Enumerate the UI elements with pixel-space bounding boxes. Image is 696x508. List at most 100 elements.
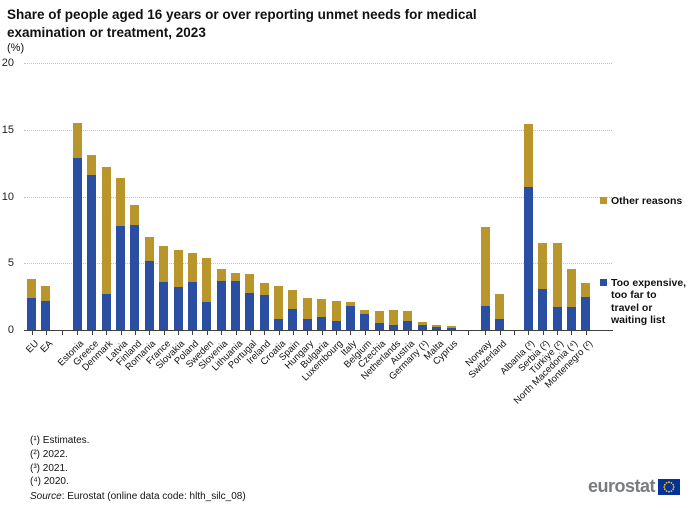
bar-too-expensive-12 (216, 280, 226, 330)
bar-too-expensive-2 (72, 157, 82, 330)
x-tick (206, 331, 208, 335)
x-tick (571, 331, 573, 335)
bar-too-expensive-3 (87, 175, 97, 330)
x-tick-gap (468, 331, 470, 335)
legend-label-too-expensive: Too expensive, too far to travel or wait… (611, 277, 687, 327)
bar-too-expensive-18 (302, 319, 312, 330)
bar-other-reasons-24 (389, 309, 399, 325)
bar-other-reasons-25 (403, 311, 413, 321)
x-tick (379, 331, 381, 335)
bar-too-expensive-10 (187, 281, 197, 330)
bar-too-expensive-28 (446, 327, 456, 330)
bar-too-expensive-11 (202, 301, 212, 330)
bar-too-expensive-13 (231, 280, 240, 330)
x-tick (120, 331, 122, 335)
x-tick (485, 331, 487, 335)
bar-too-expensive-22 (360, 313, 370, 330)
bar-too-expensive-16 (274, 319, 284, 330)
bar-other-reasons-33 (552, 243, 562, 308)
x-tick (192, 331, 194, 335)
x-tick (542, 331, 544, 335)
bar-too-expensive-35 (581, 296, 591, 330)
source-prefix: Source (30, 491, 62, 502)
bar-other-reasons-20 (331, 300, 341, 321)
x-tick (31, 331, 33, 335)
legend-item-other-reasons: Other reasons (600, 195, 692, 207)
x-tick (499, 331, 501, 335)
footnotes: (¹) Estimates. (²) 2022. (³) 2021. (⁴) 2… (30, 434, 89, 489)
x-tick (336, 331, 338, 335)
x-tick-gap (61, 331, 63, 335)
x-tick (149, 331, 151, 335)
footnote-4: (⁴) 2020. (30, 476, 69, 488)
bar-too-expensive-23 (374, 323, 384, 330)
x-tick (557, 331, 559, 335)
bar-too-expensive-4 (101, 293, 111, 330)
x-tick (364, 331, 366, 335)
eu-flag-icon (658, 479, 680, 495)
bar-other-reasons-19 (317, 299, 327, 317)
bar-too-expensive-6 (130, 224, 140, 330)
x-tick (528, 331, 530, 335)
x-tick (350, 331, 352, 335)
bar-other-reasons-29 (480, 227, 490, 306)
bar-other-reasons-32 (538, 243, 548, 289)
x-tick (393, 331, 395, 335)
bar-other-reasons-6 (130, 204, 140, 225)
bar-other-reasons-30 (495, 293, 505, 320)
footnote-3: (³) 2021. (30, 462, 68, 474)
bar-other-reasons-23 (374, 311, 384, 324)
bar-other-reasons-15 (259, 283, 269, 296)
gridline-5 (24, 263, 612, 265)
bar-too-expensive-34 (566, 307, 576, 330)
source-text: : Eurostat (online data code: hlth_silc_… (61, 491, 246, 502)
bar-too-expensive-5 (116, 225, 126, 330)
footnote-1: (¹) Estimates. (30, 435, 90, 446)
bar-too-expensive-0 (27, 297, 36, 330)
gridline-15 (24, 129, 612, 131)
bar-other-reasons-22 (360, 309, 370, 314)
x-tick (407, 331, 409, 335)
bar-too-expensive-15 (259, 295, 269, 330)
bar-other-reasons-16 (274, 285, 284, 320)
legend-item-too-expensive: Too expensive, too far to travel or wait… (600, 277, 692, 327)
x-tick (436, 331, 438, 335)
bar-other-reasons-7 (144, 236, 154, 261)
gridline-10 (24, 196, 612, 198)
x-tick (178, 331, 180, 335)
legend-label-other-reasons: Other reasons (611, 195, 683, 207)
x-tick (221, 331, 223, 335)
x-tick (278, 331, 280, 335)
bar-too-expensive-29 (480, 305, 490, 330)
bar-other-reasons-34 (566, 268, 576, 308)
bar-other-reasons-28 (446, 325, 456, 328)
bar-too-expensive-26 (417, 324, 427, 330)
x-tick (45, 331, 47, 335)
bar-other-reasons-2 (72, 123, 82, 158)
eurostat-logo-text: eurostat (587, 476, 656, 496)
gridline-20 (24, 63, 612, 64)
bar-other-reasons-11 (202, 257, 212, 302)
bar-other-reasons-1 (41, 285, 51, 301)
x-tick (91, 331, 93, 335)
bar-other-reasons-0 (27, 279, 36, 298)
bar-other-reasons-14 (245, 273, 255, 293)
x-tick (235, 331, 237, 335)
bar-too-expensive-31 (523, 187, 533, 330)
eurostat-logo: eurostat (588, 477, 680, 495)
bar-other-reasons-27 (432, 324, 442, 328)
y-tick-label-20: 20 (1, 57, 14, 69)
bar-other-reasons-12 (216, 268, 226, 281)
footnote-2: (²) 2022. (30, 448, 68, 460)
bar-other-reasons-3 (87, 155, 97, 176)
x-tick (264, 331, 266, 335)
bar-too-expensive-30 (495, 319, 505, 330)
x-tick (292, 331, 294, 335)
bar-other-reasons-31 (523, 124, 533, 188)
bar-other-reasons-17 (288, 289, 298, 309)
bar-too-expensive-8 (159, 281, 169, 330)
x-tick (106, 331, 108, 335)
bar-too-expensive-21 (345, 305, 355, 330)
